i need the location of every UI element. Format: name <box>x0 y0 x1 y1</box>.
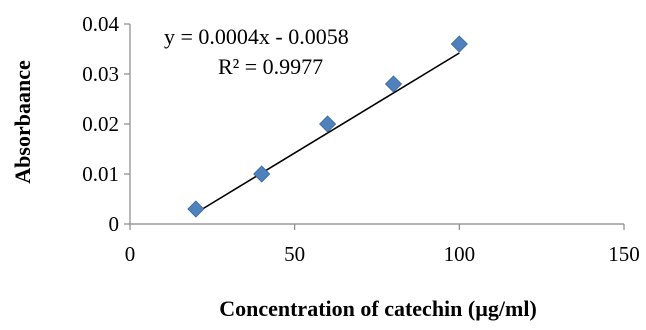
x-tick-label: 150 <box>608 242 640 266</box>
x-tick-label: 0 <box>125 242 136 266</box>
y-tick-label: 0 <box>109 212 120 236</box>
data-point-diamond <box>319 115 337 133</box>
trendline <box>195 52 460 214</box>
trendline-equation: y = 0.0004x - 0.0058 <box>164 24 349 49</box>
x-tick-label: 50 <box>284 242 305 266</box>
y-tick-label: 0.03 <box>82 62 119 86</box>
data-points <box>187 35 468 218</box>
data-point-diamond <box>187 200 205 218</box>
x-ticks: 0 50 100 150 <box>125 224 640 266</box>
y-tick-label: 0.01 <box>82 162 119 186</box>
y-tick-label: 0.02 <box>82 112 119 136</box>
data-point-diamond <box>384 75 403 93</box>
y-tick-label: 0.04 <box>82 12 119 36</box>
axes <box>129 24 624 225</box>
data-point-diamond <box>253 165 271 183</box>
x-tick-label: 100 <box>444 242 476 266</box>
trendline-group <box>195 52 460 214</box>
x-axis-title: Concentration of catechin (µg/ml) <box>219 296 537 321</box>
r-squared-label: R² = 0.9977 <box>218 54 323 79</box>
y-ticks: 0 0.01 0.02 0.03 0.04 <box>82 12 130 236</box>
y-axis-title: Absorbaance <box>10 60 35 184</box>
data-point-diamond <box>450 35 468 53</box>
